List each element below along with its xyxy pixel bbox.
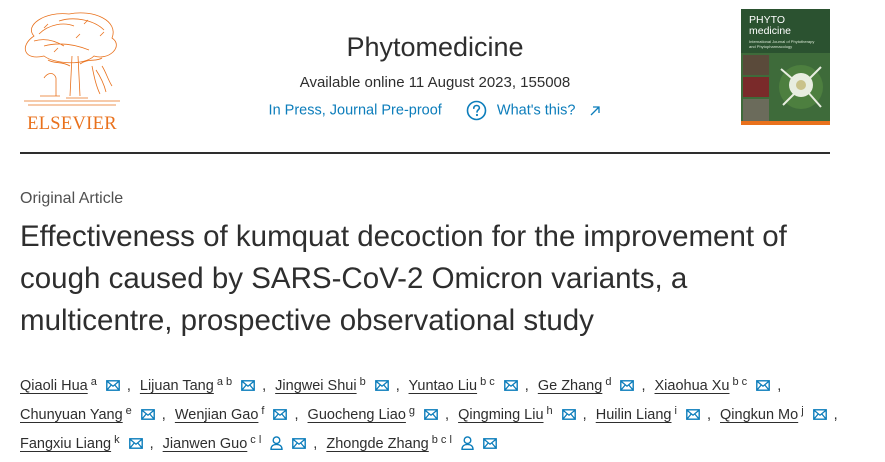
author-name-link[interactable]: Chunyuan Yang [20,407,123,423]
cover-title-line2: medicine [749,25,792,37]
author-name-link[interactable]: Wenjian Gao [174,407,259,423]
affiliation-marker[interactable]: d [605,376,612,388]
envelope-icon[interactable] [812,409,827,420]
cover-title-line1: PHYTO [749,14,785,26]
envelope-icon[interactable] [424,409,438,420]
author-separator: , [777,378,782,394]
author-name-link[interactable]: Huilin Liang [595,407,672,423]
author-name-link[interactable]: Jingwei Shui [275,378,357,394]
author-separator: , [262,378,267,394]
envelope-icon[interactable] [140,409,155,420]
author-separator: , [582,407,587,423]
author-entry: Jingwei Shui b, [275,376,405,394]
cover-title: PHYTO medicine [749,15,791,37]
affiliation-marker[interactable]: e [125,405,132,417]
author-entry: Wenjian Gao f, [174,405,304,423]
elsevier-wordmark: ELSEVIER [27,114,117,134]
envelope-icon[interactable] [374,380,389,391]
author-name-link[interactable]: Fangxiu Liang [20,436,112,452]
author-entry: Xiaohua Xu b c, [654,376,787,394]
header-divider [20,152,830,154]
affiliation-marker[interactable]: i [674,405,677,417]
journal-header: ELSEVIER Phytomedicine Available online … [0,0,885,152]
envelope-icon[interactable] [105,380,120,391]
affiliation-marker[interactable]: f [261,405,265,417]
availability-text: Available online 11 August 2023, 155008 [299,74,571,91]
author-entry: Yuntao Liu b c, [408,376,534,394]
author-separator: , [524,378,529,394]
author-separator: , [445,407,450,423]
author-entry: Lijuan Tang a b, [139,376,271,394]
cover-artwork [741,9,830,125]
author-list: Qiaoli Hua a, Lijuan Tang a b, Jingwei Shu… [20,370,865,457]
author-name-link[interactable]: Yuntao Liu [408,378,478,394]
author-entry: Zhongde Zhang b c l [326,434,497,452]
author-name-link[interactable]: Ge Zhang [537,378,603,394]
author-separator: , [395,378,400,394]
envelope-icon[interactable] [273,409,288,420]
author-name-link[interactable]: Qiaoli Hua [20,378,88,394]
author-entry: Huilin Liang i, [595,405,716,423]
envelope-icon[interactable] [128,438,143,449]
author-entry: Qingkun Mo j, [720,405,843,423]
journal-cover-image[interactable]: PHYTO medicine International Journal of … [741,9,830,125]
affiliation-marker[interactable]: b c [732,376,748,388]
envelope-icon[interactable] [241,380,256,391]
author-separator: , [161,407,166,423]
author-entry: Ge Zhang d, [537,376,651,394]
envelope-icon[interactable] [686,409,700,420]
author-separator: , [706,407,711,423]
person-icon[interactable] [461,436,474,450]
question-circle-icon[interactable] [466,100,487,121]
author-separator: , [294,407,299,423]
journal-links-row: In Press, Journal Pre-proof What's this? [200,100,670,121]
author-separator: , [126,378,131,394]
envelope-icon[interactable] [503,380,518,391]
whats-this-link[interactable]: What's this? [496,102,576,119]
elsevier-logo[interactable]: ELSEVIER [14,6,130,134]
cover-subtitle: International Journal of Phytotherapy an… [749,39,815,49]
affiliation-marker[interactable]: k [114,434,120,446]
affiliation-marker[interactable]: b c [480,376,495,388]
journal-title-link[interactable]: Phytomedicine [346,32,524,62]
author-entry: Guocheng Liao g, [307,405,455,423]
author-entry: Chunyuan Yang e, [20,405,171,423]
author-entry: Jianwen Guo c l, [162,434,323,452]
article-type-label: Original Article [20,190,124,207]
author-separator: , [149,436,154,452]
author-name-link[interactable]: Lijuan Tang [139,378,214,394]
affiliation-marker[interactable]: h [546,405,553,417]
author-name-link[interactable]: Jianwen Guo [162,436,248,452]
envelope-icon[interactable] [483,438,497,449]
person-icon[interactable] [270,436,283,450]
author-separator: , [313,436,318,452]
author-entry: Fangxiu Liang k, [20,434,159,452]
author-name-link[interactable]: Qingming Liu [458,407,544,423]
tree-logo-graphic [24,12,120,106]
affiliation-marker[interactable]: a [90,376,97,388]
article-title: Effectiveness of kumquat decoction for t… [20,220,787,337]
author-name-link[interactable]: Xiaohua Xu [654,378,730,394]
author-separator: , [833,407,838,423]
author-entry: Qiaoli Hua a, [20,376,136,394]
affiliation-marker[interactable]: g [408,405,416,417]
arrow-up-right-icon [590,105,601,115]
affiliation-marker[interactable]: b [359,376,366,388]
in-press-link[interactable]: In Press, Journal Pre-proof [268,102,442,119]
author-name-link[interactable]: Guocheng Liao [307,407,406,423]
affiliation-marker[interactable]: j [801,405,804,417]
journal-info: Phytomedicine Available online 11 August… [200,30,670,121]
affiliation-marker[interactable]: a b [216,376,233,388]
envelope-icon[interactable] [292,438,307,449]
author-entry: Qingming Liu h, [458,405,592,423]
author-separator: , [641,378,646,394]
envelope-icon[interactable] [756,380,771,391]
envelope-icon[interactable] [620,380,635,391]
author-name-link[interactable]: Zhongde Zhang [326,436,429,452]
affiliation-marker[interactable]: b c l [431,434,452,446]
envelope-icon[interactable] [561,409,576,420]
author-name-link[interactable]: Qingkun Mo [720,407,799,423]
affiliation-marker[interactable]: c l [250,434,262,446]
